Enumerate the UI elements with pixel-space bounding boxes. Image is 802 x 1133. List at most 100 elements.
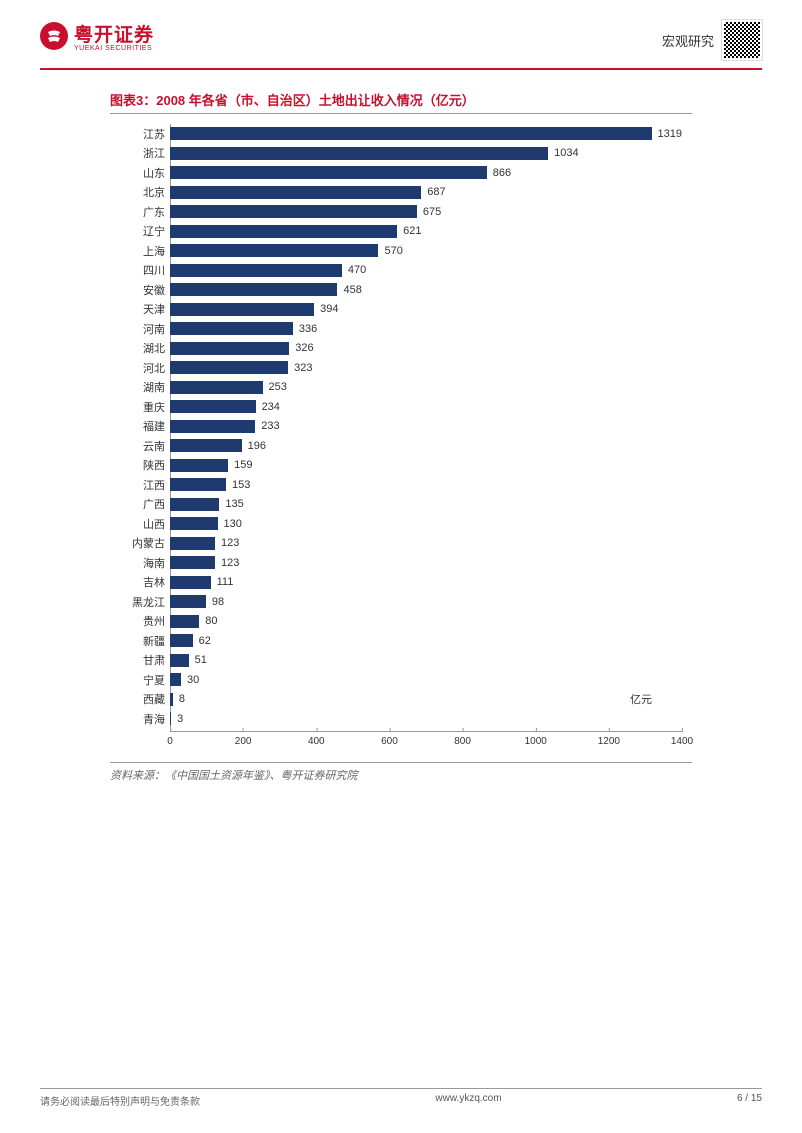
x-tick: 200 (235, 732, 252, 747)
bar-track: 62 (170, 631, 682, 651)
bar-value: 130 (224, 518, 242, 530)
bar-track: 233 (170, 417, 682, 437)
bar-row: 宁夏30 (170, 670, 682, 690)
bar-track: 80 (170, 612, 682, 632)
logo-text-cn: 粤开证券 (74, 20, 154, 47)
bar-value: 135 (225, 498, 243, 510)
bar-fill (170, 381, 263, 394)
bar-fill (170, 361, 288, 374)
bar-row: 安徽458 (170, 280, 682, 300)
bar-fill (170, 205, 417, 218)
x-tick: 400 (308, 732, 325, 747)
bar-fill (170, 439, 242, 452)
bar-track: 123 (170, 534, 682, 554)
bar-fill (170, 693, 173, 706)
bar-value: 62 (199, 635, 211, 647)
bar-row: 上海570 (170, 241, 682, 261)
bar-fill (170, 556, 215, 569)
bar-label: 陕西 (110, 457, 165, 473)
chart-source: 资料来源：《中国国土资源年鉴》、粤开证券研究院 (110, 762, 692, 783)
bar-label: 河南 (110, 321, 165, 337)
bar-label: 重庆 (110, 399, 165, 415)
bar-row: 陕西159 (170, 456, 682, 476)
x-axis: 0200400600800100012001400 (170, 731, 682, 756)
bar-value: 51 (195, 654, 207, 666)
bars-container: 江苏1319浙江1034山东866北京687广东675辽宁621上海570四川4… (170, 124, 682, 729)
bar-fill (170, 303, 314, 316)
bar-value: 1034 (554, 147, 578, 159)
bar-fill (170, 342, 289, 355)
bar-value: 394 (320, 303, 338, 315)
bar-label: 浙江 (110, 145, 165, 161)
bar-track: 159 (170, 456, 682, 476)
bar-track: 570 (170, 241, 682, 261)
bar-value: 675 (423, 206, 441, 218)
bar-fill (170, 186, 421, 199)
bar-track: 234 (170, 397, 682, 417)
bar-value: 323 (294, 362, 312, 374)
bar-fill (170, 537, 215, 550)
bar-row: 西藏8亿元 (170, 690, 682, 710)
x-tick: 600 (381, 732, 398, 747)
bar-track: 253 (170, 378, 682, 398)
bar-row: 辽宁621 (170, 222, 682, 242)
bar-value: 470 (348, 264, 366, 276)
bar-track: 323 (170, 358, 682, 378)
bar-value: 336 (299, 323, 317, 335)
bar-label: 西藏 (110, 691, 165, 707)
bar-value: 621 (403, 225, 421, 237)
bar-row: 青海3 (170, 709, 682, 729)
bar-fill (170, 400, 256, 413)
bar-label: 黑龙江 (110, 594, 165, 610)
bar-label: 宁夏 (110, 672, 165, 688)
bar-value: 1319 (658, 128, 682, 140)
bar-track: 458 (170, 280, 682, 300)
bar-track: 675 (170, 202, 682, 222)
bar-fill (170, 420, 255, 433)
bar-track: 130 (170, 514, 682, 534)
bar-track: 30 (170, 670, 682, 690)
logo-text-en: YUEKAI SECURITIES (74, 45, 154, 52)
bar-value: 458 (343, 284, 361, 296)
header-right: 宏观研究 (662, 20, 762, 60)
bar-row: 海南123 (170, 553, 682, 573)
chart-section: 图表3：2008 年各省（市、自治区）土地出让收入情况（亿元） 江苏1319浙江… (110, 90, 692, 783)
bar-value: 111 (217, 576, 234, 588)
bar-value: 326 (295, 342, 313, 354)
bar-row: 贵州80 (170, 612, 682, 632)
bar-row: 湖北326 (170, 339, 682, 359)
bar-track: 135 (170, 495, 682, 515)
bar-row: 湖南253 (170, 378, 682, 398)
bar-row: 广东675 (170, 202, 682, 222)
bar-track: 111 (170, 573, 682, 593)
bar-fill (170, 264, 342, 277)
bar-row: 福建233 (170, 417, 682, 437)
bar-track: 621 (170, 222, 682, 242)
bar-label: 甘肃 (110, 652, 165, 668)
bar-value: 196 (248, 440, 266, 452)
bar-label: 北京 (110, 184, 165, 200)
footer-disclaimer: 请务必阅读最后特别声明与免责条款 (40, 1093, 200, 1108)
bar-fill (170, 459, 228, 472)
bar-fill (170, 244, 378, 257)
bar-value: 3 (177, 713, 183, 725)
bar-row: 甘肃51 (170, 651, 682, 671)
bar-track: 336 (170, 319, 682, 339)
bar-row: 四川470 (170, 261, 682, 281)
bar-label: 海南 (110, 555, 165, 571)
x-tick: 800 (454, 732, 471, 747)
bar-label: 上海 (110, 243, 165, 259)
bar-value: 153 (232, 479, 250, 491)
bar-value: 123 (221, 537, 239, 549)
x-tick: 1400 (671, 732, 693, 747)
bar-fill (170, 166, 487, 179)
chart-title: 图表3：2008 年各省（市、自治区）土地出让收入情况（亿元） (110, 90, 692, 114)
logo-text: 粤开证券 YUEKAI SECURITIES (74, 20, 154, 52)
bar-track: 123 (170, 553, 682, 573)
bar-label: 安徽 (110, 282, 165, 298)
bar-label: 江西 (110, 477, 165, 493)
bar-track: 866 (170, 163, 682, 183)
bar-label: 新疆 (110, 633, 165, 649)
bar-fill (170, 595, 206, 608)
bar-fill (170, 712, 171, 725)
